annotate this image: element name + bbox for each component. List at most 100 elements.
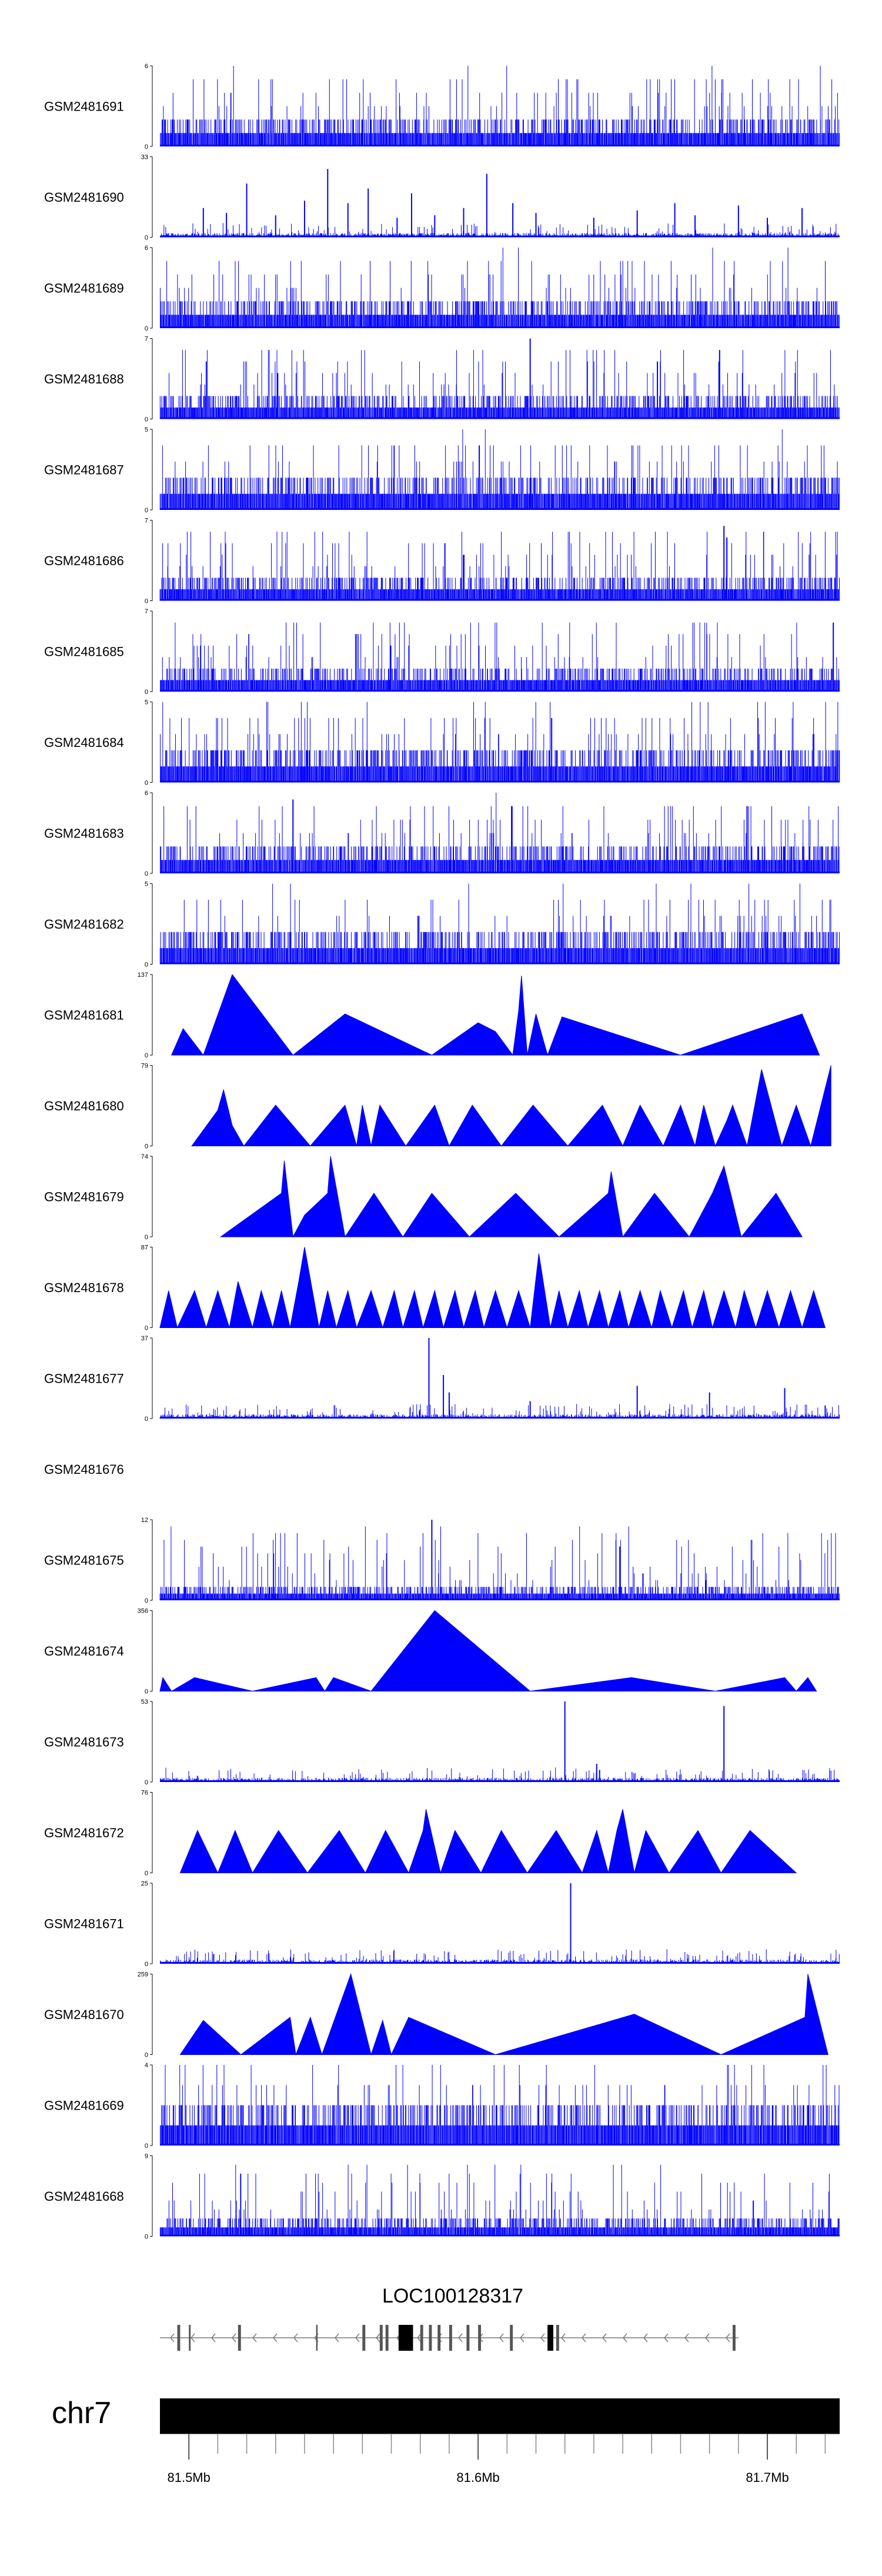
track-GSM2481674: GSM2481674 356 0 <box>44 1608 817 1696</box>
coverage-area <box>179 1973 828 2056</box>
y-tick-label-max: 7 <box>145 336 148 343</box>
tracks-group: GSM248169160GSM2481690330GSM248168960GSM… <box>44 63 840 2241</box>
strand-arrow-icon <box>273 2333 278 2343</box>
y-tick-label-zero: 0 <box>145 1779 148 1786</box>
track-label: GSM2481691 <box>44 99 124 114</box>
coverage-baseline <box>160 1962 840 1964</box>
track-GSM2481684: GSM2481684 5 0 <box>44 699 840 787</box>
coverage-area <box>179 1809 797 1874</box>
track-GSM2481688: GSM2481688 7 0 <box>44 336 840 423</box>
track-GSM2481685: GSM2481685 7 0 <box>44 608 840 696</box>
gene-exon <box>466 2325 470 2351</box>
gene-exon <box>362 2325 366 2351</box>
y-tick-label-max: 12 <box>141 1517 148 1524</box>
y-tick-label-max: 87 <box>141 1244 148 1252</box>
strand-arrow-icon <box>664 2333 669 2343</box>
gene-exon <box>429 2325 432 2351</box>
y-tick-label-max: 4 <box>145 2062 148 2069</box>
gene-exon <box>177 2325 181 2351</box>
strand-arrow-icon <box>355 2333 360 2343</box>
coverage-spikes <box>160 223 840 238</box>
y-tick-label-zero: 0 <box>145 780 148 787</box>
track-label: GSM2481669 <box>44 2098 124 2113</box>
track-label: GSM2481677 <box>44 1372 124 1386</box>
y-tick-label-max: 37 <box>141 1335 148 1342</box>
track-GSM2481677: GSM2481677 37 0 <box>44 1335 840 1423</box>
track-GSM2481679: GSM2481679 74 0 <box>44 1153 803 1241</box>
track-GSM2481676: GSM2481676 <box>44 1462 124 1477</box>
y-tick-label-zero: 0 <box>145 1143 148 1150</box>
y-tick-label-zero: 0 <box>145 598 148 605</box>
strand-arrow-icon <box>602 2333 607 2343</box>
strand-arrow-icon <box>458 2333 463 2343</box>
coverage-spikes <box>160 66 840 146</box>
coverage-area <box>171 973 820 1056</box>
gene-exon <box>510 2325 513 2351</box>
y-tick-label-max: 6 <box>145 790 148 797</box>
coverage-spikes <box>160 1767 840 1782</box>
strand-arrow-icon <box>376 2333 380 2343</box>
strand-arrow-icon <box>684 2333 689 2343</box>
coverage-baseline <box>160 1780 840 1782</box>
coverage-spikes <box>159 2164 840 2237</box>
track-GSM2481683: GSM2481683 6 0 <box>44 790 840 877</box>
y-tick-label-max: 79 <box>141 1063 148 1070</box>
coverage-spikes <box>159 429 840 510</box>
coverage-spikes <box>160 1949 840 1964</box>
y-tick-label-max: 7 <box>145 518 148 525</box>
strand-arrow-icon <box>252 2333 257 2343</box>
gene-name-label: LOC100128317 <box>382 2285 523 2307</box>
y-tick-label-zero: 0 <box>145 1961 148 1968</box>
track-label: GSM2481678 <box>44 1280 124 1295</box>
track-label: GSM2481684 <box>44 735 124 750</box>
gene-exon <box>547 2325 554 2351</box>
track-label: GSM2481674 <box>44 1644 124 1659</box>
y-tick-label-max: 25 <box>141 1880 148 1887</box>
strand-arrow-icon <box>191 2333 195 2343</box>
y-tick-label-zero: 0 <box>145 144 148 151</box>
track-GSM2481691: GSM2481691 6 0 <box>44 63 840 151</box>
y-tick-label-zero: 0 <box>145 1052 148 1059</box>
strand-arrow-icon <box>705 2333 710 2343</box>
strand-arrow-icon <box>417 2333 422 2343</box>
track-label: GSM2481672 <box>44 1826 124 1840</box>
y-tick-label-max: 5 <box>145 426 148 433</box>
gene-annotation-group: LOC100128317 <box>160 2285 739 2351</box>
y-tick-label-zero: 0 <box>145 870 148 877</box>
strand-arrow-icon <box>232 2333 236 2343</box>
y-tick-label-max: 137 <box>138 972 148 979</box>
y-tick-label-max: 74 <box>141 1153 148 1160</box>
track-label: GSM2481687 <box>44 463 124 478</box>
track-label: GSM2481685 <box>44 645 124 659</box>
y-tick-label-zero: 0 <box>145 689 148 696</box>
y-tick-label-zero: 0 <box>145 2052 148 2059</box>
y-tick-label-max: 356 <box>138 1608 148 1615</box>
strand-arrow-icon <box>520 2333 524 2343</box>
y-tick-label-zero: 0 <box>145 1870 148 1877</box>
gene-exon <box>385 2325 389 2351</box>
strand-arrow-icon <box>211 2333 216 2343</box>
gene-exon <box>398 2325 413 2351</box>
gene-exon <box>189 2325 191 2351</box>
y-tick-label-max: 5 <box>145 699 148 706</box>
track-GSM2481678: GSM2481678 87 0 <box>44 1244 826 1332</box>
coverage-spikes <box>159 883 840 965</box>
track-label: GSM2481689 <box>44 281 124 296</box>
track-GSM2481687: GSM2481687 5 0 <box>44 426 840 514</box>
strand-arrow-icon <box>582 2333 586 2343</box>
track-label: GSM2481681 <box>44 1008 124 1023</box>
track-label: GSM2481675 <box>44 1553 124 1568</box>
track-GSM2481668: GSM2481668 9 0 <box>44 2153 840 2241</box>
gene-exon <box>238 2325 241 2351</box>
y-tick-label-max: 7 <box>145 608 148 615</box>
strand-arrow-icon <box>293 2333 298 2343</box>
strand-arrow-icon <box>726 2333 730 2343</box>
y-tick-label-zero: 0 <box>145 962 148 969</box>
gene-exon <box>316 2325 318 2351</box>
coverage-spikes <box>159 1526 840 1600</box>
gene-exon <box>732 2325 736 2351</box>
y-tick-label-zero: 0 <box>145 2143 148 2150</box>
coverage-area <box>219 1156 803 1238</box>
strand-arrow-icon <box>561 2333 566 2343</box>
track-label: GSM2481668 <box>44 2189 124 2204</box>
